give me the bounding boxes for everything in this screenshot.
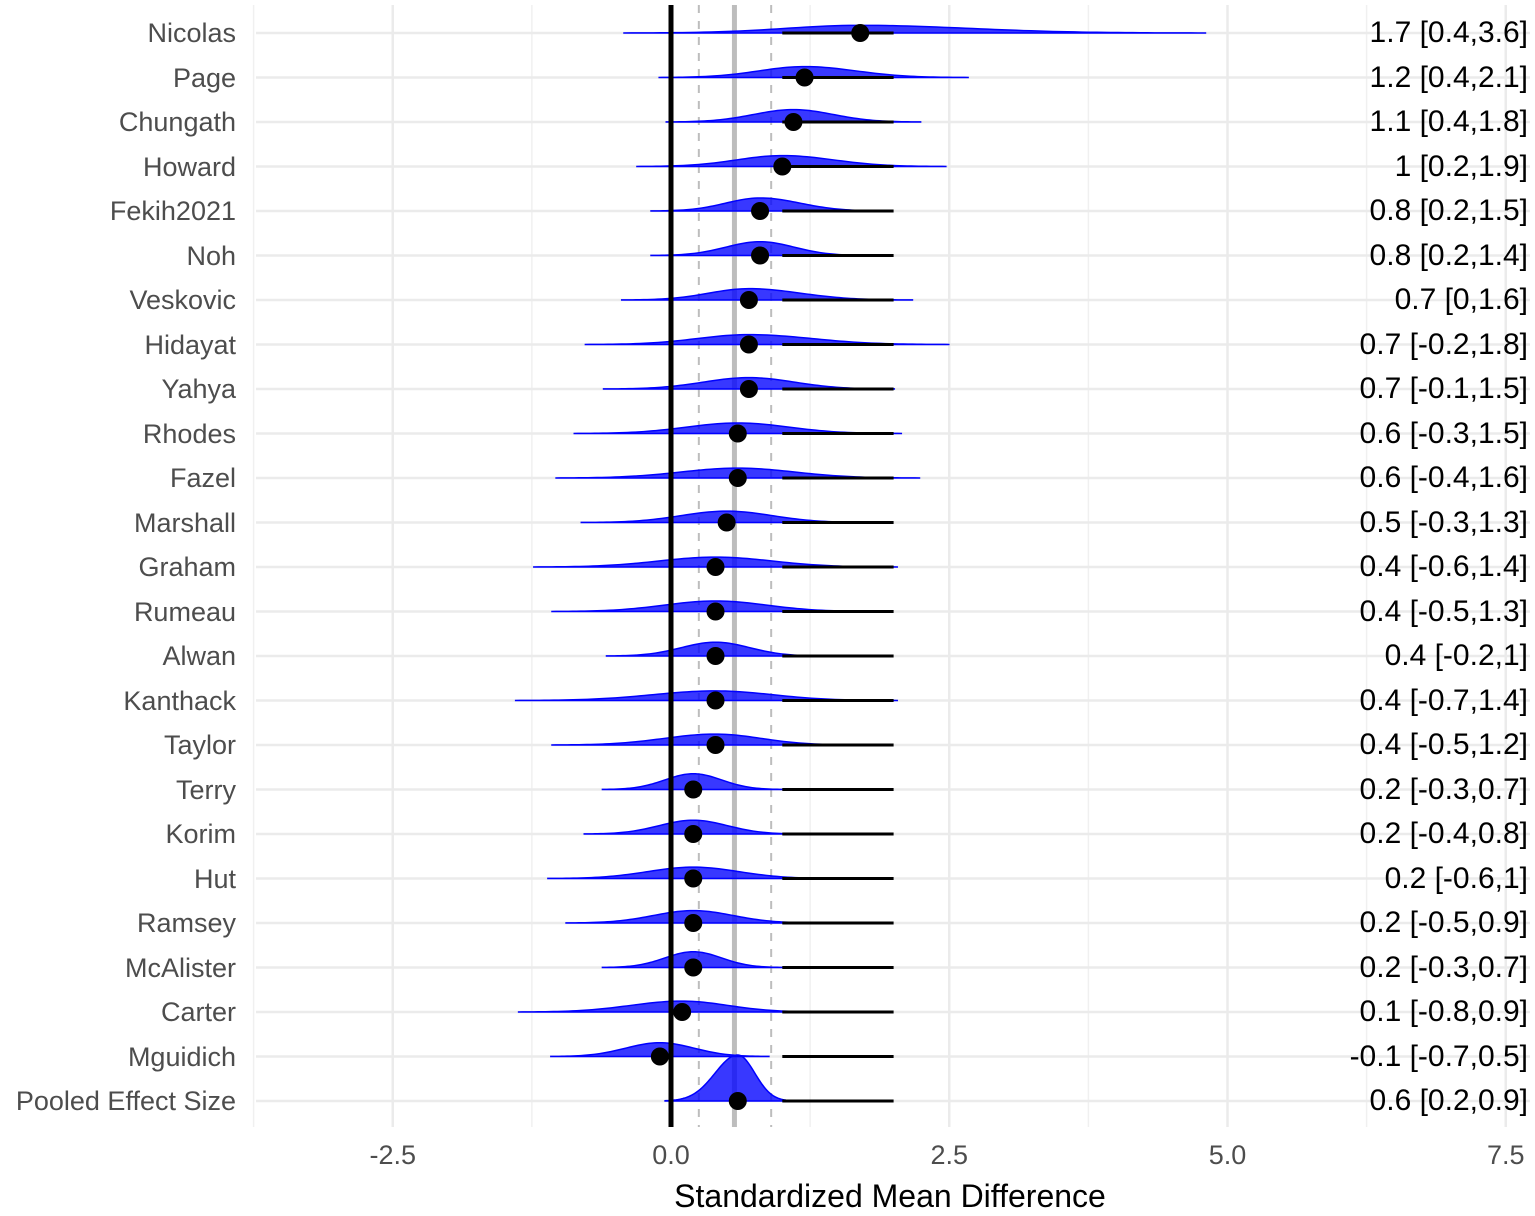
estimate-point [851,24,870,42]
estimate-ci-label: 1 [0.2,1.9] [1394,149,1528,183]
density-curve [623,24,1207,34]
x-tick-label: 0.0 [652,1140,690,1170]
study-label: Terry [176,774,236,805]
study-label: McAlister [124,952,236,983]
study-label: Rumeau [133,596,236,627]
estimate-point [706,691,725,710]
estimate-ci-label: 0.7 [-0.1,1.5] [1359,372,1528,405]
study-label: Pooled Effect Size [15,1086,236,1116]
estimate-point [684,825,703,843]
estimate-ci-label: 0.4 [-0.5,1.2] [1359,728,1528,761]
density-curve [636,154,947,168]
study-label: Fazel [169,463,236,493]
estimate-ci-label: 0.1 [-0.8,0.9] [1359,995,1528,1028]
estimate-point [706,602,725,621]
estimate-points [650,24,870,1110]
estimate-point [706,558,725,576]
study-label: Page [172,62,236,93]
density-curve [658,65,969,79]
study-label: Noh [186,240,236,271]
estimate-point [684,914,703,932]
interval-segments [782,31,894,1103]
estimate-point [795,68,814,87]
density-curve [664,1054,794,1102]
study-label: Taylor [163,730,236,760]
estimate-ci-label: -0.1 [-0.7,0.5] [1349,1039,1528,1073]
estimate-ci-label: 0.2 [-0.6,1] [1384,861,1528,895]
estimate-ci-label: 1.2 [0.4,2.1] [1369,60,1528,94]
density-curve [551,733,862,746]
estimate-point [706,647,725,665]
estimate-point [728,1092,747,1110]
density-curve [650,197,888,212]
estimate-ci-label: 0.7 [-0.2,1.8] [1359,327,1528,361]
study-label: Hidayat [144,329,236,360]
estimate-point [728,424,747,443]
estimate-ci-label: 0.8 [0.2,1.5] [1369,194,1528,227]
study-label: Howard [142,151,236,182]
study-label: Yahya [161,374,236,404]
study-label: Rhodes [142,418,236,449]
estimate-ci-label: 0.2 [-0.5,0.9] [1359,906,1528,939]
estimate-ci-label: 1.1 [0.4,1.8] [1369,105,1528,138]
estimate-point [751,246,770,265]
x-tick-label: 7.5 [1486,1140,1525,1170]
estimate-point [739,291,758,309]
density-curves [514,24,1207,1102]
x-tick-label: 2.5 [930,1140,969,1170]
estimate-point [684,780,703,799]
estimate-point [751,202,770,220]
estimate-point [739,335,758,354]
study-label: Korim [165,819,236,849]
density-curve [620,287,914,301]
estimate-point [784,113,803,131]
estimate-ci-label: 0.8 [0.2,1.4] [1369,238,1528,272]
estimate-point [773,157,792,176]
estimate-point [684,958,703,977]
study-label: Fekih2021 [109,196,236,226]
estimate-point [728,469,747,487]
x-axis-title: Standardized Mean Difference [674,1178,1106,1214]
estimate-ci-label: 0.4 [-0.6,1.4] [1359,550,1528,583]
study-label: Chungath [118,107,236,137]
estimate-ci-label: 0.6 [-0.3,1.5] [1359,416,1528,450]
estimate-point [739,380,758,398]
estimate-ci-label: 0.4 [-0.7,1.4] [1359,683,1528,717]
study-label: Marshall [133,507,236,538]
estimate-ci-label: 0.4 [-0.2,1] [1384,639,1528,672]
estimate-point [717,513,736,532]
estimate-ci-label: 0.6 [-0.4,1.6] [1359,461,1528,494]
estimate-ci-label: 0.2 [-0.3,0.7] [1359,772,1528,806]
x-tick-label: 5.0 [1208,1140,1247,1170]
estimate-ci-label: 1.7 [0.4,3.6] [1369,16,1528,49]
study-label: Hut [193,863,236,894]
x-tick-label: -2.5 [369,1140,417,1170]
study-label: Kanthack [123,685,236,716]
study-label: Carter [160,997,236,1027]
study-label: Ramsey [136,908,236,938]
estimate-ci-label: 0.7 [0,1.6] [1394,283,1528,316]
study-label: Nicolas [147,18,236,48]
estimate-ci-label: 0.6 [0.2,0.9] [1369,1084,1528,1117]
estimate-ci-label: 0.2 [-0.4,0.8] [1359,817,1528,850]
estimate-point [673,1003,692,1021]
estimate-point [706,736,725,754]
study-label: Mguidich [127,1041,236,1072]
estimate-ci-label: 0.2 [-0.3,0.7] [1359,950,1528,984]
study-label: Veskovic [129,285,236,315]
study-label: Graham [138,552,236,582]
study-label: Alwan [162,641,236,671]
density-curve [584,333,950,346]
estimate-point [650,1047,669,1066]
estimate-ci-label: 0.5 [-0.3,1.3] [1359,505,1528,539]
estimate-ci-label: 0.4 [-0.5,1.3] [1359,594,1528,628]
estimate-point [684,869,703,888]
